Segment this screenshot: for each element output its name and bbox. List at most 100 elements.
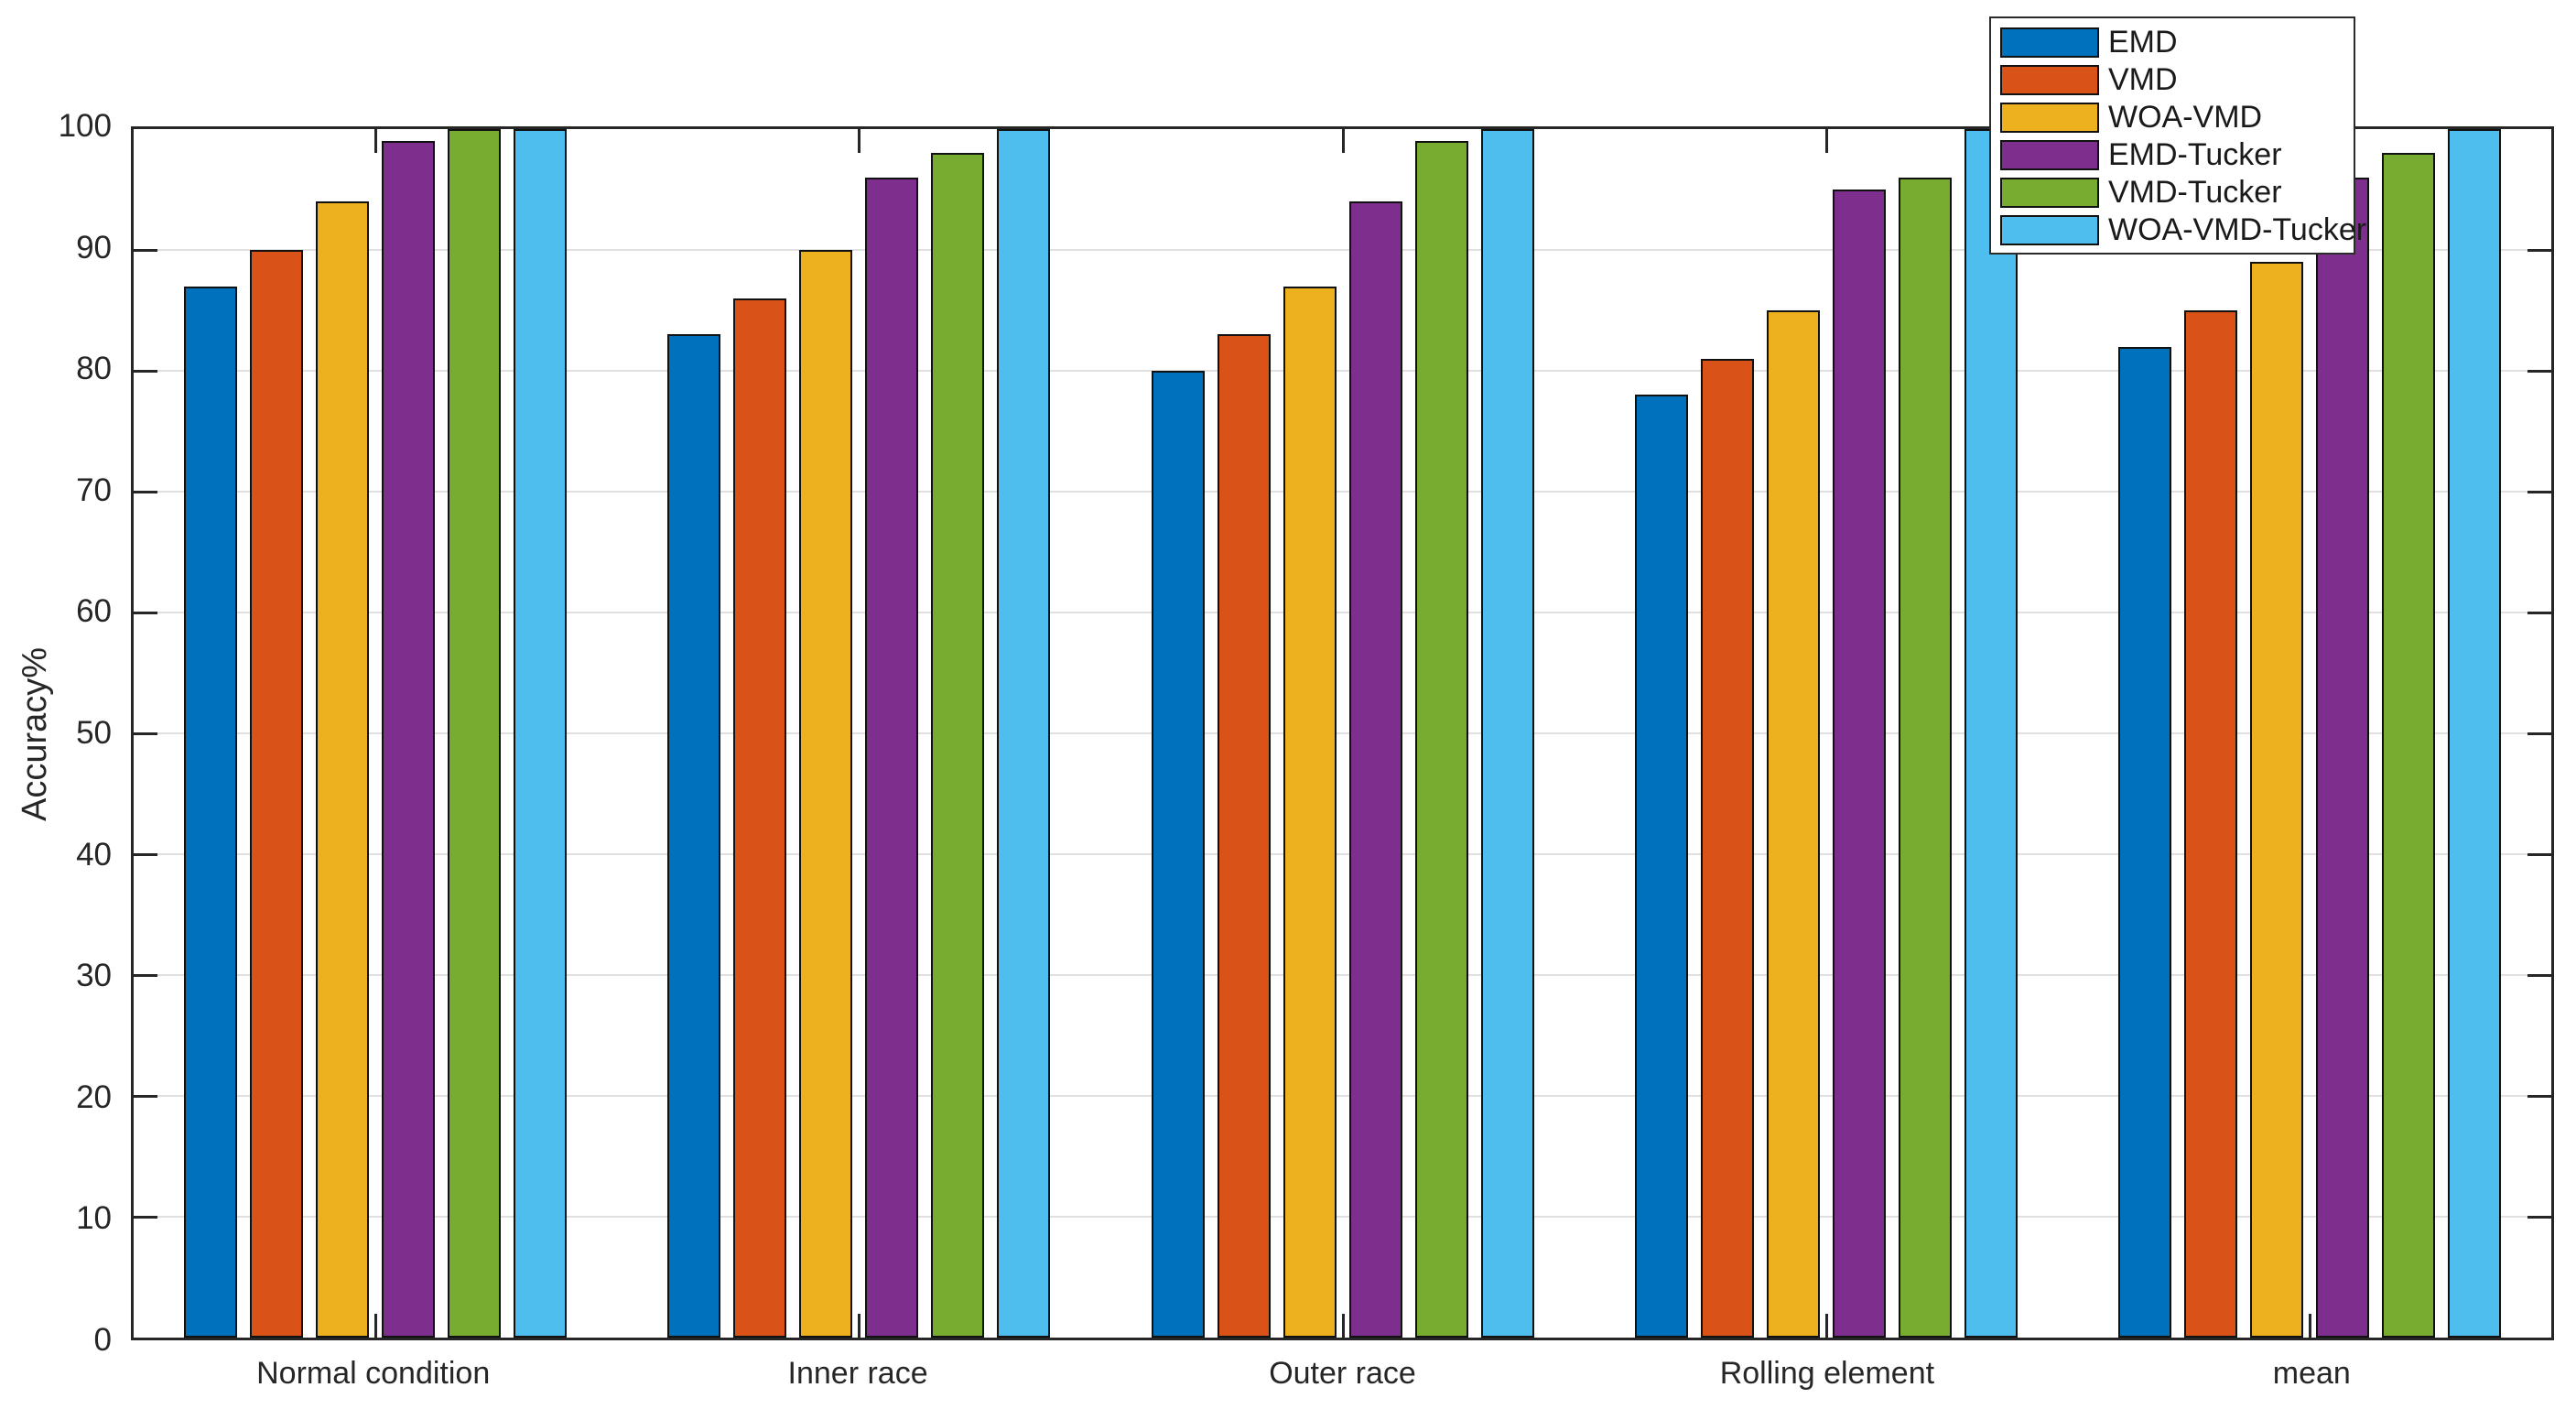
bar-emd-tucker-1: [382, 141, 436, 1338]
y-tick-mark-right-40: [2527, 853, 2551, 856]
y-tick-label-0: 0: [93, 1322, 112, 1358]
y-tick-mark-right-20: [2527, 1095, 2551, 1098]
bar-group-1: [184, 129, 568, 1338]
gridline-y-90: [134, 249, 2551, 251]
legend-label-emd: EMD: [2108, 25, 2178, 60]
bar-woa-vmd-tucker-1: [514, 129, 568, 1338]
x-tick-label-3: Outer race: [1269, 1356, 1416, 1391]
gridline-y-80: [134, 370, 2551, 372]
legend-label-emd-tucker: EMD-Tucker: [2108, 137, 2282, 172]
bar-emd-tucker-4: [1832, 190, 1886, 1338]
gridline-y-70: [134, 491, 2551, 493]
legend-item-emd: EMD: [2000, 26, 2354, 59]
legend-label-vmd-tucker: VMD-Tucker: [2108, 175, 2282, 210]
bar-emd-tucker-3: [1348, 201, 1402, 1338]
y-tick-mark-left-30: [134, 974, 157, 977]
y-tick-mark-right-30: [2527, 974, 2551, 977]
bar-woa-vmd-tucker-3: [1480, 129, 1534, 1338]
legend-swatch-emd: [2000, 27, 2099, 58]
y-tick-mark-left-60: [134, 612, 157, 614]
legend-swatch-vmd-tucker: [2000, 177, 2099, 208]
bar-emd-tucker-2: [865, 177, 919, 1338]
y-tick-mark-left-10: [134, 1216, 157, 1219]
x-tick-mark-bottom-4: [1824, 1314, 1828, 1338]
y-tick-mark-left-90: [134, 249, 157, 252]
bar-woa-vmd-1: [316, 201, 370, 1338]
x-tick-label-1: Normal condition: [256, 1356, 491, 1391]
y-tick-mark-left-40: [134, 853, 157, 856]
y-tick-label-90: 90: [76, 229, 112, 266]
gridline-y-50: [134, 732, 2551, 734]
y-tick-mark-left-70: [134, 491, 157, 493]
x-tick-mark-top-3: [1341, 129, 1345, 153]
y-tick-label-70: 70: [76, 471, 112, 508]
legend: EMD VMD WOA-VMD EMD-Tucker VMD-Tucker WOA-VMD…: [1989, 16, 2366, 255]
bar-woa-vmd-2: [799, 250, 853, 1338]
bar-emd-tucker-5: [2315, 177, 2369, 1338]
x-tick-mark-top-1: [374, 129, 378, 153]
y-tick-mark-right-50: [2527, 732, 2551, 735]
bar-emd-5: [2117, 346, 2171, 1338]
gridline-y-20: [134, 1095, 2551, 1097]
legend-swatch-vmd: [2000, 64, 2099, 95]
bar-group-4: [1634, 129, 2018, 1338]
legend-item-woa-vmd: WOA-VMD: [2000, 101, 2354, 134]
bar-vmd-5: [2183, 310, 2237, 1338]
x-tick-mark-top-2: [858, 129, 861, 153]
bar-vmd-4: [1700, 358, 1754, 1338]
y-tick-label-30: 30: [76, 958, 112, 994]
legend-item-vmd: VMD: [2000, 63, 2354, 96]
bar-vmd-tucker-2: [931, 153, 985, 1338]
y-tick-mark-left-20: [134, 1095, 157, 1098]
y-tick-label-60: 60: [76, 593, 112, 630]
bar-woa-vmd-3: [1283, 286, 1337, 1338]
bar-emd-2: [667, 334, 721, 1338]
x-tick-label-4: Rolling element: [1719, 1356, 1935, 1391]
y-tick-mark-left-50: [134, 732, 157, 735]
x-tick-label-2: Inner race: [787, 1356, 928, 1391]
gridline-y-40: [134, 853, 2551, 855]
y-tick-mark-right-90: [2527, 249, 2551, 252]
x-tick-mark-top-4: [1824, 129, 1828, 153]
y-tick-label-100: 100: [58, 108, 112, 144]
legend-swatch-woa-vmd: [2000, 102, 2099, 133]
legend-label-vmd: VMD: [2108, 62, 2178, 97]
bar-group-2: [667, 129, 1051, 1338]
gridline-y-10: [134, 1216, 2551, 1218]
bar-woa-vmd-tucker-5: [2447, 129, 2501, 1338]
bar-vmd-2: [733, 298, 787, 1338]
bar-woa-vmd-tucker-4: [1964, 129, 2018, 1338]
bar-woa-vmd-5: [2249, 262, 2303, 1338]
y-tick-mark-right-10: [2527, 1216, 2551, 1219]
bar-vmd-tucker-5: [2381, 153, 2435, 1338]
legend-item-woa-vmd-tucker: WOA-VMD-Tucker: [2000, 213, 2366, 246]
legend-item-emd-tucker: EMD-Tucker: [2000, 138, 2354, 171]
x-tick-mark-bottom-3: [1341, 1314, 1345, 1338]
bar-woa-vmd-tucker-2: [997, 129, 1051, 1338]
bar-group-5: [2117, 129, 2501, 1338]
bar-group-3: [1151, 129, 1534, 1338]
bar-vmd-1: [250, 250, 304, 1338]
x-tick-mark-bottom-2: [858, 1314, 861, 1338]
gridline-y-30: [134, 974, 2551, 976]
y-tick-label-50: 50: [76, 715, 112, 751]
plot-area: [131, 126, 2554, 1340]
bar-emd-3: [1151, 371, 1205, 1338]
y-tick-label-80: 80: [76, 351, 112, 387]
x-tick-mark-bottom-1: [374, 1314, 378, 1338]
bar-emd-4: [1634, 395, 1688, 1338]
y-tick-label-10: 10: [76, 1200, 112, 1237]
y-tick-mark-right-70: [2527, 491, 2551, 493]
y-tick-mark-right-80: [2527, 370, 2551, 373]
bar-vmd-tucker-4: [1898, 177, 1952, 1338]
y-tick-mark-left-80: [134, 370, 157, 373]
legend-item-vmd-tucker: VMD-Tucker: [2000, 176, 2354, 209]
bar-vmd-3: [1217, 334, 1271, 1338]
y-tick-label-40: 40: [76, 836, 112, 872]
bar-vmd-tucker-1: [448, 129, 502, 1338]
x-tick-mark-bottom-5: [2308, 1314, 2311, 1338]
gridline-y-60: [134, 612, 2551, 613]
x-tick-label-5: mean: [2272, 1356, 2351, 1391]
bar-vmd-tucker-3: [1414, 141, 1468, 1338]
